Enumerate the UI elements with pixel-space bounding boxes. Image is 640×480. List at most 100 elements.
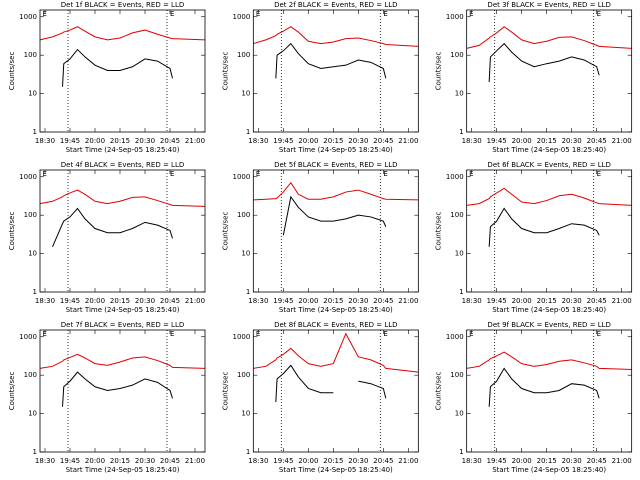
x-tick-label: 20:00: [298, 457, 318, 465]
annotation: E: [170, 330, 174, 338]
panel-title: Det 9f BLACK = Events, RED = LLD: [487, 321, 610, 329]
x-tick-label: 20:00: [512, 137, 532, 145]
x-tick-label: 20:00: [512, 457, 532, 465]
series-line: [275, 42, 387, 79]
y-tick-label: 1: [459, 128, 463, 136]
y-tick-label: 100: [24, 211, 37, 219]
annotation: E: [43, 10, 47, 18]
y-tick-label: 1000: [233, 333, 251, 341]
series-line: [39, 189, 206, 207]
x-tick-label: 18:30: [35, 297, 55, 305]
panel-title: Det 4f BLACK = Events, RED = LLD: [61, 161, 184, 169]
x-tick-label: 20:30: [135, 137, 155, 145]
y-tick-label: 1: [246, 448, 250, 456]
x-tick-label: 18:30: [462, 137, 482, 145]
y-tick-label: 1: [33, 288, 37, 296]
x-tick-label: 20:30: [135, 457, 155, 465]
y-tick-label: 100: [450, 211, 463, 219]
y-tick-label: 100: [450, 371, 463, 379]
y-axis-label: Counts/sec: [435, 212, 443, 251]
x-tick-label: 20:15: [537, 137, 557, 145]
y-tick-label: 1: [33, 448, 37, 456]
y-axis-label: Counts/sec: [435, 52, 443, 91]
x-axis-label: Start Time (24-Sep-05 18:25:40): [66, 146, 180, 154]
plot-frame: [252, 9, 419, 133]
x-tick-label: 19:45: [60, 457, 80, 465]
series-line: [466, 351, 632, 371]
y-tick-label: 10: [28, 410, 37, 418]
x-tick-label: 20:15: [110, 137, 130, 145]
annotation: E: [383, 330, 387, 338]
x-tick-label: 19:45: [273, 137, 293, 145]
x-axis-label: Start Time (24-Sep-05 18:25:40): [279, 306, 393, 314]
panel: Det 6f BLACK = Events, RED = LLD Counts/s…: [435, 161, 633, 314]
annotation: E: [597, 330, 601, 338]
y-axis-label: Counts/sec: [8, 52, 16, 91]
plot-frame: [252, 169, 419, 293]
x-tick-label: 19:45: [273, 297, 293, 305]
y-tick-label: 1000: [19, 333, 37, 341]
x-tick-label: 20:15: [323, 137, 343, 145]
x-tick-label: 21:00: [398, 137, 418, 145]
panel-title: Det 1f BLACK = Events, RED = LLD: [61, 1, 184, 9]
y-tick-label: 1: [246, 288, 250, 296]
x-tick-label: 21:00: [185, 137, 205, 145]
annotation: E: [383, 170, 387, 178]
x-tick-label: 18:30: [462, 297, 482, 305]
x-tick-label: 20:45: [587, 457, 607, 465]
annotation: E: [256, 330, 260, 338]
y-tick-label: 10: [241, 410, 250, 418]
y-tick-label: 1000: [446, 13, 464, 21]
panel: Det 3f BLACK = Events, RED = LLD Counts/s…: [435, 1, 633, 154]
y-tick-label: 10: [455, 250, 464, 258]
y-tick-label: 1: [459, 448, 463, 456]
x-axis-label: Start Time (24-Sep-05 18:25:40): [279, 466, 393, 474]
panel: Det 9f BLACK = Events, RED = LLD Counts/s…: [435, 321, 633, 474]
y-tick-label: 10: [241, 90, 250, 98]
annotation: E: [43, 170, 47, 178]
x-tick-label: 19:45: [60, 297, 80, 305]
annotation: E: [170, 170, 174, 178]
y-tick-label: 1: [33, 128, 37, 136]
x-tick-label: 20:45: [587, 137, 607, 145]
y-axis-label: Counts/sec: [435, 372, 443, 411]
panel-title: Det 5f BLACK = Events, RED = LLD: [274, 161, 397, 169]
x-tick-label: 20:45: [160, 137, 180, 145]
y-tick-label: 1000: [233, 173, 251, 181]
y-tick-label: 100: [24, 51, 37, 59]
x-tick-label: 18:30: [35, 137, 55, 145]
x-tick-label: 18:30: [248, 457, 268, 465]
series-line: [39, 26, 206, 41]
x-tick-label: 20:15: [323, 297, 343, 305]
x-tick-label: 20:30: [562, 297, 582, 305]
x-tick-label: 20:30: [348, 297, 368, 305]
x-tick-label: 20:45: [373, 137, 393, 145]
series-line: [52, 207, 173, 248]
series-line: [253, 332, 419, 373]
annotation: E: [170, 10, 174, 18]
panel: Det 7f BLACK = Events, RED = LLD Counts/s…: [8, 321, 206, 474]
x-tick-label: 21:00: [185, 297, 205, 305]
y-tick-label: 100: [237, 51, 250, 59]
x-axis-label: Start Time (24-Sep-05 18:25:40): [66, 466, 180, 474]
x-axis-label: Start Time (24-Sep-05 18:25:40): [279, 146, 393, 154]
panel: Det 5f BLACK = Events, RED = LLD Counts/s…: [221, 161, 419, 314]
panel: Det 8f BLACK = Events, RED = LLD Counts/s…: [221, 321, 419, 474]
series-line: [488, 42, 600, 83]
x-tick-label: 18:30: [462, 457, 482, 465]
x-axis-label: Start Time (24-Sep-05 18:25:40): [492, 466, 606, 474]
x-tick-label: 20:45: [160, 457, 180, 465]
y-tick-label: 100: [450, 51, 463, 59]
x-tick-label: 21:00: [612, 137, 632, 145]
y-tick-label: 10: [28, 90, 37, 98]
x-tick-label: 21:00: [185, 457, 205, 465]
y-tick-label: 1000: [19, 13, 37, 21]
plot-frame: [466, 9, 633, 133]
series-line: [488, 207, 600, 247]
y-axis-label: Counts/sec: [8, 372, 16, 411]
x-tick-label: 20:30: [562, 137, 582, 145]
y-tick-label: 1000: [446, 333, 464, 341]
x-tick-label: 20:00: [512, 297, 532, 305]
plot-frame: [39, 329, 206, 453]
